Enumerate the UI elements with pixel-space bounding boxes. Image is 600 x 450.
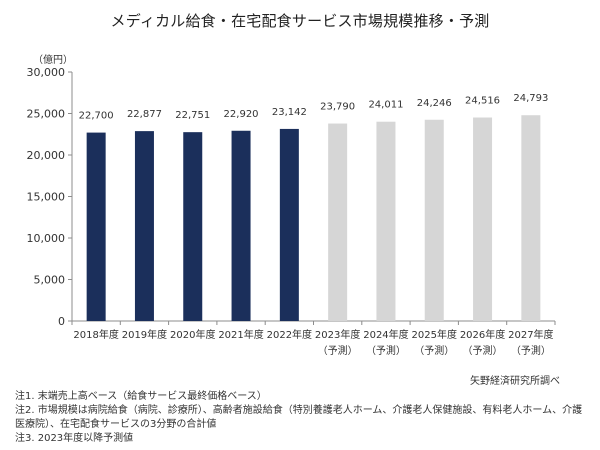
bar-value-label: 22,751 bbox=[175, 110, 210, 121]
y-tick-label: 25,000 bbox=[27, 108, 66, 121]
x-category-label: 2023年度 bbox=[315, 328, 360, 341]
y-tick-label: 20,000 bbox=[27, 149, 66, 162]
y-axis-unit-label: （億円） bbox=[33, 55, 73, 66]
note-1: 注1. 末端売上高ベース（給食サービス最終価格ベース） bbox=[15, 391, 267, 402]
bar-2024年度 bbox=[376, 121, 396, 321]
bar-value-label: 23,142 bbox=[272, 107, 307, 118]
bar-value-label: 24,011 bbox=[368, 100, 403, 111]
note-2: 注2. 市場規模は病院給食（病院、診療所）、高齢者施設給食（特別養護老人ホーム、… bbox=[15, 405, 583, 430]
x-category-label: 2026年度 bbox=[460, 328, 505, 341]
x-category-sublabel: （予測） bbox=[463, 344, 503, 357]
bar-value-label: 24,516 bbox=[465, 96, 500, 107]
notes-block: 注1. 末端売上高ベース（給食サービス最終価格ベース） 注2. 市場規模は病院給… bbox=[15, 390, 585, 446]
y-tick-label: 5,000 bbox=[34, 274, 66, 287]
x-category-label: 2027年度 bbox=[508, 328, 553, 341]
x-category-label: 2020年度 bbox=[170, 328, 215, 341]
bar-value-label: 24,793 bbox=[513, 93, 548, 104]
bar-2027年度 bbox=[521, 115, 541, 321]
bar-2018年度 bbox=[86, 132, 106, 321]
bar-2021年度 bbox=[231, 130, 251, 321]
bar-2019年度 bbox=[134, 131, 154, 321]
x-category-sublabel: （予測） bbox=[511, 344, 551, 357]
x-category-label: 2018年度 bbox=[73, 328, 118, 341]
y-tick-label: 30,000 bbox=[27, 66, 66, 79]
y-tick-label: 0 bbox=[58, 315, 65, 328]
bar-2025年度 bbox=[424, 119, 444, 321]
x-category-sublabel: （予測） bbox=[366, 344, 406, 357]
bar-value-label: 22,700 bbox=[79, 111, 114, 122]
bar-2020年度 bbox=[183, 132, 203, 321]
x-category-sublabel: （予測） bbox=[414, 344, 454, 357]
chart-title: メディカル給食・在宅配食サービス市場規模推移・予測 bbox=[110, 12, 490, 30]
bar-value-label: 23,790 bbox=[320, 102, 355, 113]
note-3: 注3. 2023年度以降予測値 bbox=[15, 433, 134, 444]
bar-2026年度 bbox=[473, 117, 493, 321]
bar-2023年度 bbox=[328, 123, 348, 321]
x-category-sublabel: （予測） bbox=[318, 344, 358, 357]
x-category-label: 2021年度 bbox=[218, 328, 263, 341]
x-category-label: 2022年度 bbox=[267, 328, 312, 341]
bar-value-label: 22,920 bbox=[224, 109, 259, 120]
x-category-label: 2025年度 bbox=[412, 328, 457, 341]
source-credit: 矢野経済研究所調べ bbox=[470, 376, 560, 387]
x-category-label: 2019年度 bbox=[122, 328, 167, 341]
y-tick-label: 15,000 bbox=[27, 191, 66, 204]
x-category-label: 2024年度 bbox=[363, 328, 408, 341]
bar-value-label: 24,246 bbox=[417, 98, 452, 109]
y-tick-label: 10,000 bbox=[27, 232, 66, 245]
bar-value-label: 22,877 bbox=[127, 109, 162, 120]
bar-2022年度 bbox=[279, 128, 299, 321]
